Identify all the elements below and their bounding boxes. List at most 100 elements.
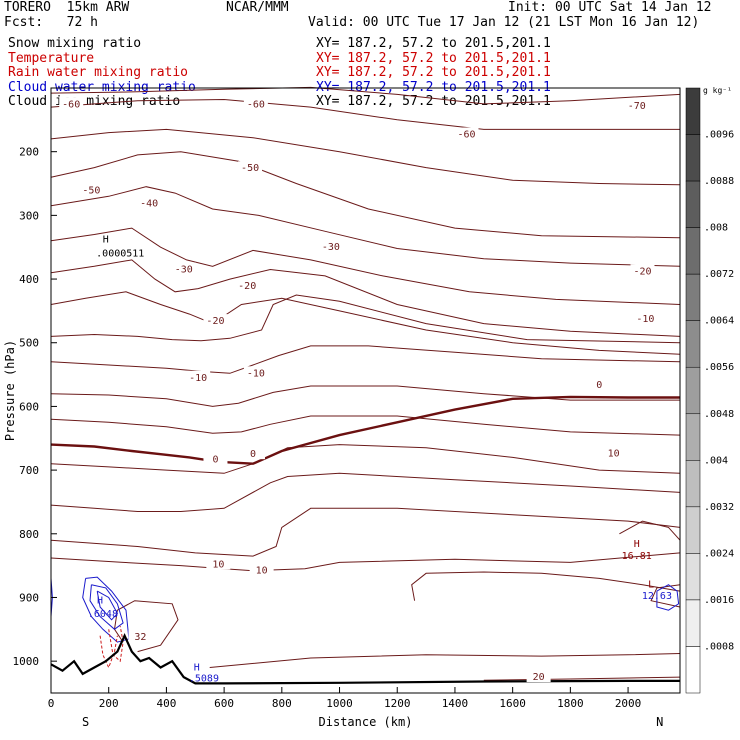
contour-label: -50 — [82, 186, 100, 197]
extremum-annotation: H — [194, 663, 200, 674]
contour-label-bg — [240, 447, 265, 460]
temperature-contours — [50, 86, 681, 681]
isotherm — [619, 520, 681, 541]
legend-label: Snow mixing ratio — [8, 36, 142, 51]
cloud-water-contour — [656, 584, 680, 611]
x-tick-label: 600 — [214, 697, 234, 710]
colorbar-box — [685, 134, 701, 182]
contour-label-bg — [633, 312, 658, 325]
colorbar-box — [685, 646, 701, 694]
cloud-water-contour — [89, 584, 124, 630]
colorbar-label: .004 — [704, 455, 728, 466]
contour-label: 20 — [533, 672, 545, 683]
contour-label-bg — [59, 97, 84, 110]
contour-label-bg — [601, 446, 626, 459]
x-tick-label: 200 — [99, 697, 119, 710]
colorbar-label: .0024 — [704, 548, 734, 559]
legend-section-coords: XY= 187.2, 57.2 to 201.5,201.1 — [316, 36, 551, 51]
contour-label-bg — [186, 370, 211, 383]
isotherm — [50, 291, 681, 355]
legend-section-coords: XY= 187.2, 57.2 to 201.5,201.1 — [316, 79, 551, 95]
y-tick-label: 600 — [19, 400, 39, 413]
south-end-label: S — [82, 715, 89, 729]
y-axis-label: Pressure (hPa) — [3, 340, 17, 441]
colorbar-box — [685, 599, 701, 647]
extremum-annotation: .0000511 — [96, 249, 144, 260]
isotherm — [50, 472, 681, 512]
contour-label: 0 — [212, 454, 218, 465]
colorbar-label: .008 — [704, 223, 728, 234]
extremum-annotation: 16.81 — [622, 551, 652, 562]
contour-label: -60 — [62, 100, 80, 111]
isotherm — [50, 415, 681, 436]
isotherm — [50, 294, 681, 344]
x-tick-label: 1400 — [442, 697, 469, 710]
isotherm — [50, 128, 681, 186]
contour-label-bg — [171, 262, 196, 275]
colorbar-label: .0008 — [704, 641, 734, 652]
contour-label: -20 — [238, 281, 256, 292]
x-tick-label: 2000 — [615, 697, 642, 710]
colorbar-label: .0048 — [704, 409, 734, 420]
zero-isotherm — [50, 395, 680, 465]
terrain-line — [50, 633, 680, 685]
colorbar-box — [685, 227, 701, 275]
legend-section-coords: XY= 187.2, 57.2 to 201.5,201.1 — [316, 94, 551, 109]
contour-label-bg — [238, 161, 263, 174]
contour-label-bg — [79, 183, 104, 196]
colorbar-label: .0032 — [704, 502, 734, 513]
colorbar-box — [685, 180, 701, 228]
contour-label: -20 — [633, 266, 651, 277]
y-tick-label: 700 — [19, 464, 39, 477]
x-axis-label: Distance (km) — [319, 715, 413, 729]
contour-label-bg — [203, 452, 228, 465]
contour-label: 10 — [212, 559, 224, 570]
extremum-annotation: H — [634, 539, 640, 550]
contour-label-bg — [243, 97, 268, 110]
x-tick-label: 400 — [156, 697, 176, 710]
colorbar-box — [685, 460, 701, 508]
y-tick-label: 200 — [19, 146, 39, 159]
contour-label: -60 — [457, 129, 475, 140]
isotherm — [50, 444, 681, 474]
contour-label-bg — [128, 629, 153, 642]
colorbar-label: .0096 — [704, 130, 734, 141]
isotherm — [411, 571, 681, 601]
isotherm — [483, 676, 681, 681]
contour-labels: -70 -60 -60 -60 -50 -50 -40 -30 -30 -20 -20 -20 -10 -… — [59, 97, 672, 684]
isotherm — [50, 227, 681, 305]
isotherm — [113, 600, 179, 653]
isotherm — [650, 584, 681, 608]
extremum-annotation: H — [103, 235, 109, 246]
init-time: Init: 00 UTC Sat 14 Jan 12 — [508, 0, 712, 15]
y-tick-label: 400 — [19, 273, 39, 286]
contour-label: -30 — [175, 265, 193, 276]
isotherm — [50, 259, 681, 337]
isotherm — [209, 653, 681, 668]
isotherm — [50, 345, 681, 374]
contour-label-bg — [526, 670, 551, 683]
contour-label-bg — [243, 366, 268, 379]
colorbar-label: .0056 — [704, 362, 734, 373]
plot-frame — [50, 87, 681, 694]
legend-section-coords: XY= 187.2, 57.2 to 201.5,201.1 — [316, 65, 551, 80]
extremum-annotation: H — [97, 596, 103, 607]
contour-label: -10 — [189, 373, 207, 384]
isotherm — [50, 186, 681, 267]
colorbar-box — [685, 320, 701, 368]
colorbar-box — [685, 553, 701, 601]
x-tick-label: 1200 — [384, 697, 411, 710]
contour-label: -60 — [247, 100, 265, 111]
legend-label: Rain water mixing ratio — [8, 65, 189, 80]
colorbar-box — [685, 366, 701, 415]
valid-time: Valid: 00 UTC Tue 17 Jan 12 (21 LST Mon … — [308, 15, 700, 30]
isotherm — [50, 552, 681, 572]
contour-label: -10 — [247, 368, 265, 379]
contour-label: -50 — [241, 163, 259, 174]
contour-label: 0 — [250, 449, 256, 460]
y-tick-label: 500 — [19, 337, 39, 350]
contour-label: 32 — [134, 632, 146, 643]
cloud-water-contour — [96, 590, 119, 621]
contour-label: -10 — [636, 314, 654, 325]
